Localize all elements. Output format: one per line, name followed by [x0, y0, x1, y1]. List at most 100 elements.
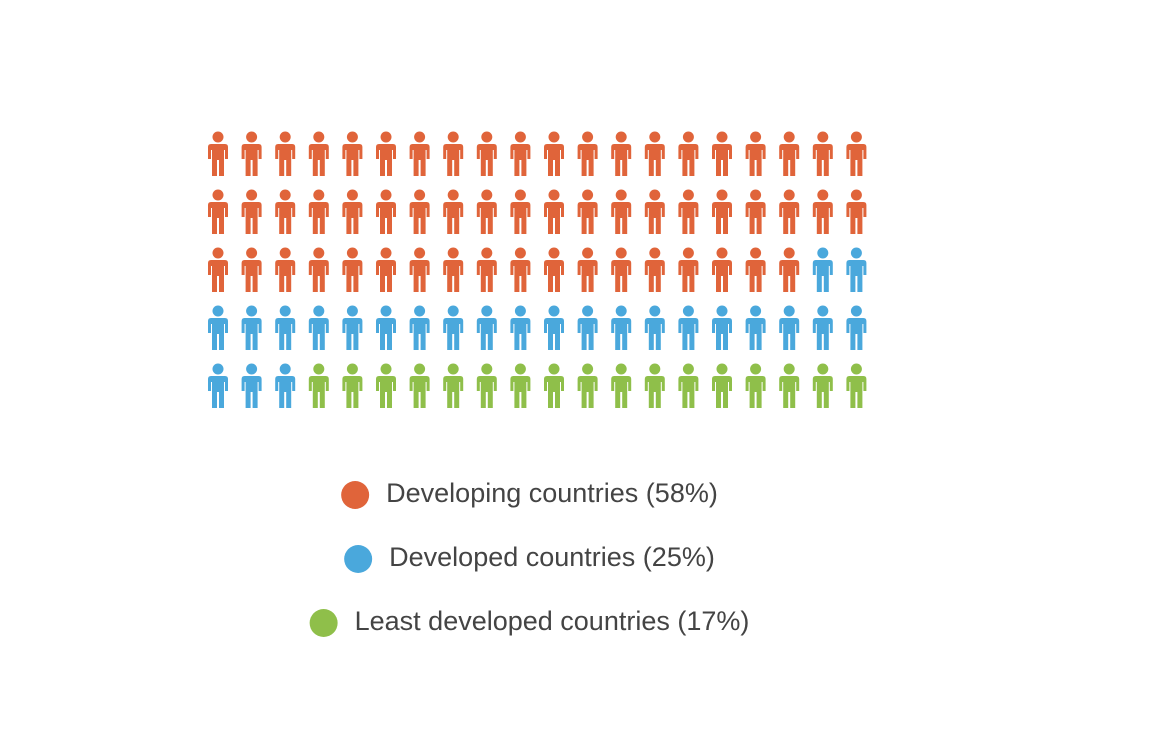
icon-body	[611, 376, 632, 408]
icon-body	[611, 318, 632, 350]
icon-body	[812, 260, 833, 292]
icon-body	[745, 260, 766, 292]
person-icon	[275, 131, 296, 176]
icon-head	[850, 131, 862, 143]
icon-head	[783, 363, 795, 375]
legend-swatch	[341, 481, 370, 509]
icon-head	[313, 363, 325, 375]
icon-body	[308, 260, 329, 292]
person-icon	[443, 363, 464, 408]
person-icon	[308, 131, 329, 176]
icon-head	[414, 247, 426, 259]
icon-body	[644, 376, 665, 408]
icon-head	[615, 247, 627, 259]
icon-head	[212, 363, 224, 375]
icon-head	[850, 189, 862, 201]
person-icon	[611, 247, 632, 292]
person-icon	[846, 363, 867, 408]
person-icon	[409, 189, 430, 234]
icon-body	[678, 318, 699, 350]
icon-head	[750, 305, 762, 317]
icon-head	[246, 247, 258, 259]
icon-head	[750, 189, 762, 201]
person-icon	[644, 363, 665, 408]
icon-body	[275, 144, 296, 176]
person-icon	[241, 305, 262, 350]
person-icon	[342, 363, 363, 408]
icon-head	[850, 363, 862, 375]
icon-head	[716, 131, 728, 143]
icon-head	[380, 305, 392, 317]
person-icon	[443, 305, 464, 350]
person-icon	[342, 189, 363, 234]
icon-head	[817, 363, 829, 375]
person-icon	[308, 305, 329, 350]
icon-head	[414, 189, 426, 201]
person-icon	[409, 363, 430, 408]
icon-body	[443, 144, 464, 176]
icon-head	[548, 189, 560, 201]
icon-body	[846, 376, 867, 408]
person-icon	[712, 247, 732, 292]
person-icon	[241, 189, 262, 234]
icon-body	[409, 376, 430, 408]
icon-head	[716, 247, 728, 259]
icon-head	[279, 363, 291, 375]
icon-head	[582, 363, 594, 375]
icon-body	[510, 202, 531, 234]
icon-head	[817, 131, 829, 143]
person-icon	[846, 131, 867, 176]
icon-head	[447, 247, 459, 259]
person-icon	[476, 247, 497, 292]
person-icon	[409, 247, 430, 292]
person-icon	[544, 305, 564, 350]
icon-body	[510, 260, 531, 292]
icon-body	[544, 376, 564, 408]
icon-head	[514, 305, 526, 317]
icon-body	[678, 144, 699, 176]
person-icon	[745, 305, 766, 350]
person-icon	[846, 247, 867, 292]
icon-body	[208, 376, 228, 408]
person-icon	[510, 247, 531, 292]
icon-body	[476, 144, 497, 176]
icon-head	[212, 247, 224, 259]
person-icon	[779, 363, 800, 408]
icon-body	[443, 202, 464, 234]
icon-body	[779, 202, 800, 234]
icon-body	[712, 144, 732, 176]
icon-head	[346, 131, 358, 143]
icon-head	[447, 189, 459, 201]
icon-head	[548, 247, 560, 259]
icon-body	[308, 376, 329, 408]
icon-head	[212, 131, 224, 143]
person-icon	[476, 305, 497, 350]
icon-body	[846, 318, 867, 350]
person-icon	[476, 189, 497, 234]
icon-body	[443, 318, 464, 350]
icon-head	[716, 305, 728, 317]
icon-head	[246, 305, 258, 317]
icon-head	[447, 305, 459, 317]
icon-head	[481, 189, 493, 201]
icon-body	[678, 260, 699, 292]
person-icon	[745, 363, 766, 408]
icon-body	[846, 144, 867, 176]
person-icon	[409, 131, 430, 176]
icon-head	[682, 131, 694, 143]
icon-body	[241, 202, 262, 234]
person-icon	[678, 189, 699, 234]
icon-head	[649, 247, 661, 259]
icon-body	[678, 202, 699, 234]
icon-head	[514, 189, 526, 201]
icon-body	[308, 144, 329, 176]
icon-head	[380, 247, 392, 259]
icon-head	[649, 363, 661, 375]
person-icon	[577, 305, 598, 350]
person-icon	[577, 363, 598, 408]
person-icon	[241, 247, 262, 292]
icon-head	[346, 189, 358, 201]
icon-head	[414, 131, 426, 143]
icon-body	[544, 318, 564, 350]
icon-head	[850, 305, 862, 317]
